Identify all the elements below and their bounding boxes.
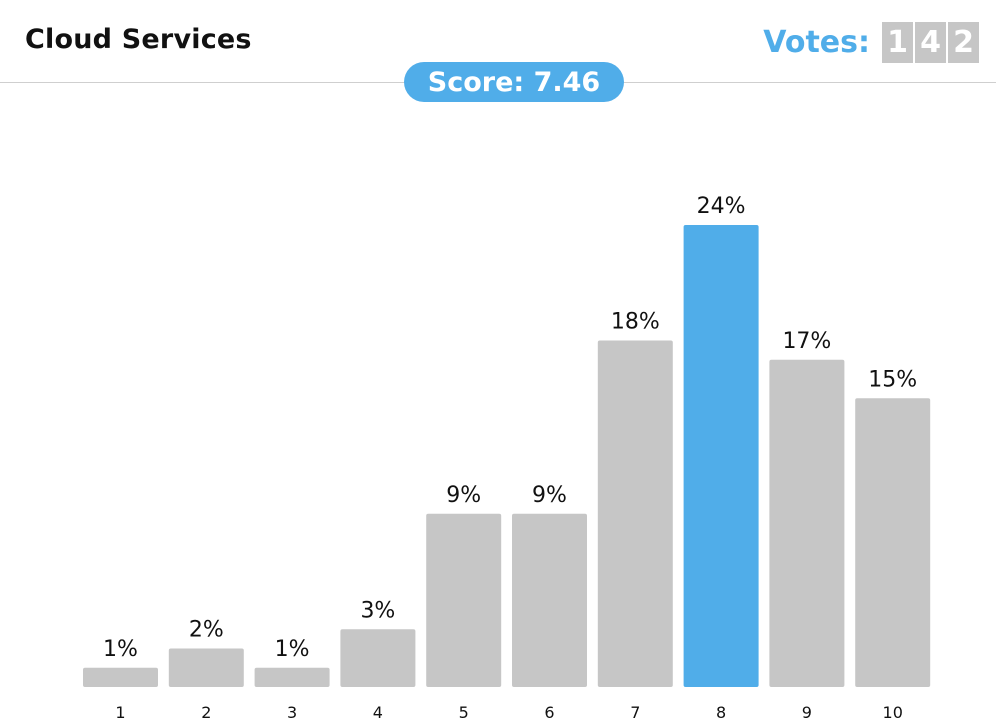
bar-8 [683, 225, 759, 687]
votes-counter: Votes: 1 4 2 [763, 21, 979, 63]
bar-value-label: 15% [868, 367, 917, 392]
votes-label: Votes: [763, 24, 870, 60]
bar-value-label: 18% [611, 310, 660, 335]
bar-5 [426, 513, 502, 687]
x-tick-label: 7 [630, 703, 640, 722]
x-tick-label: 6 [544, 703, 554, 722]
bar-2 [168, 648, 244, 687]
bar-value-label: 9% [532, 483, 567, 508]
bar-9 [769, 359, 845, 687]
bar-value-label: 2% [189, 618, 224, 643]
chart-header: Cloud Services Votes: 1 4 2 [0, 0, 996, 83]
bar-value-label: 17% [782, 329, 831, 354]
x-tick-label: 1 [115, 703, 125, 722]
bar-6 [512, 513, 587, 687]
x-tick-label: 2 [201, 703, 211, 722]
votes-digit: 4 [915, 21, 946, 63]
bar-value-label: 1% [275, 637, 310, 662]
x-tick-label: 5 [459, 703, 469, 722]
x-tick-label: 9 [802, 703, 812, 722]
x-tick-label: 10 [883, 703, 903, 722]
bar-value-label: 24% [697, 194, 746, 219]
bar-10 [855, 398, 931, 687]
bar-value-label: 1% [103, 637, 138, 662]
x-tick-label: 3 [287, 703, 297, 722]
bar-value-label: 3% [360, 598, 395, 623]
chart-title: Cloud Services [25, 24, 252, 55]
bar-3 [254, 667, 330, 687]
bar-1 [83, 667, 158, 687]
bar-4 [340, 629, 416, 687]
bar-value-label: 9% [446, 483, 481, 508]
votes-digit: 1 [882, 21, 913, 63]
score-badge: Score: 7.46 [404, 62, 624, 102]
bar-7 [597, 340, 673, 687]
x-tick-label: 8 [716, 703, 726, 722]
x-tick-label: 4 [373, 703, 383, 722]
votes-digit: 2 [948, 21, 979, 63]
